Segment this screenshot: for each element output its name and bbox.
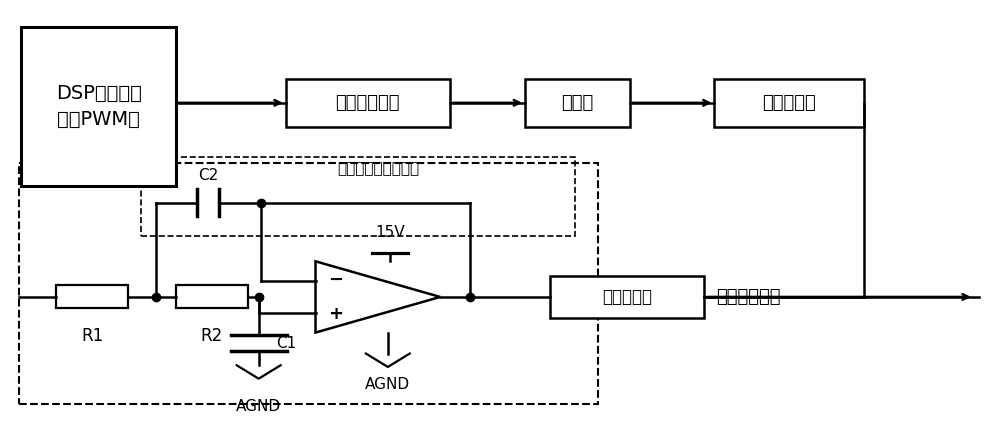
Polygon shape bbox=[316, 261, 440, 333]
Text: DSP控制芯片
输入PWM波: DSP控制芯片 输入PWM波 bbox=[56, 84, 142, 129]
Bar bbox=[21, 27, 176, 186]
Bar bbox=[176, 285, 248, 308]
Text: −: − bbox=[328, 271, 344, 289]
Text: +: + bbox=[328, 305, 343, 323]
Text: 电压跟随器: 电压跟随器 bbox=[602, 288, 652, 306]
Text: AGND: AGND bbox=[236, 399, 281, 414]
Text: 移相控制电压: 移相控制电压 bbox=[716, 288, 781, 306]
Bar bbox=[286, 79, 450, 127]
Bar bbox=[714, 79, 864, 127]
Text: R2: R2 bbox=[201, 327, 223, 345]
Text: 巴特沃兹低通滤波器: 巴特沃兹低通滤波器 bbox=[337, 161, 419, 176]
Bar bbox=[19, 163, 598, 404]
Text: AGND: AGND bbox=[365, 377, 410, 392]
Text: 15V: 15V bbox=[375, 225, 405, 241]
Text: 电压跟随器: 电压跟随器 bbox=[762, 94, 816, 112]
Bar bbox=[525, 79, 630, 127]
Bar bbox=[141, 157, 575, 236]
Text: 电压转换芯片: 电压转换芯片 bbox=[336, 94, 400, 112]
Text: R1: R1 bbox=[81, 327, 103, 345]
Text: C1: C1 bbox=[276, 335, 296, 351]
Text: 反相器: 反相器 bbox=[561, 94, 593, 112]
Bar bbox=[550, 276, 704, 318]
Bar bbox=[56, 285, 128, 308]
Text: C2: C2 bbox=[198, 168, 218, 183]
